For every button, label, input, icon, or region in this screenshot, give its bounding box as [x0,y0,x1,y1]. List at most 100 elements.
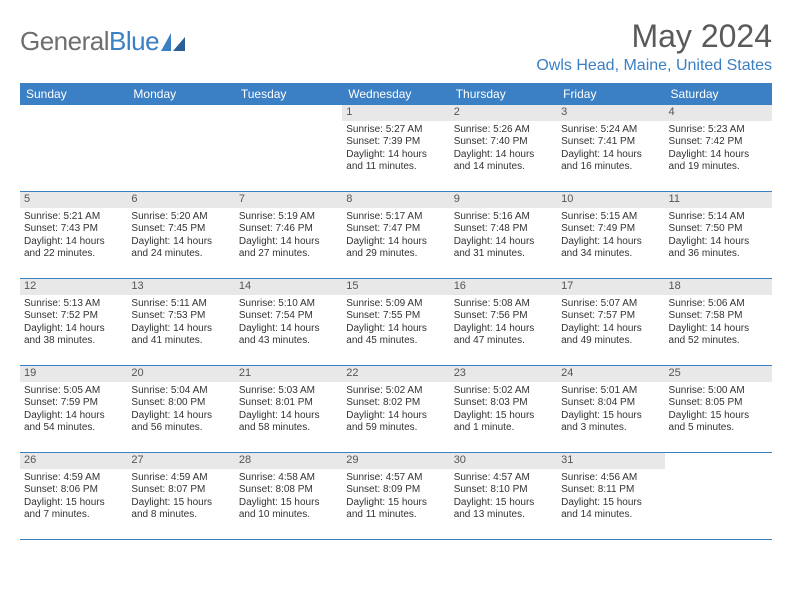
sunset-text: Sunset: 8:07 PM [131,484,230,497]
week-row: 5Sunrise: 5:21 AMSunset: 7:43 PMDaylight… [20,192,772,279]
day-cell [127,105,234,191]
day-number: 19 [20,366,127,382]
day-cell: 29Sunrise: 4:57 AMSunset: 8:09 PMDayligh… [342,453,449,539]
day-number: 8 [342,192,449,208]
day-cell: 27Sunrise: 4:59 AMSunset: 8:07 PMDayligh… [127,453,234,539]
day-cell: 16Sunrise: 5:08 AMSunset: 7:56 PMDayligh… [450,279,557,365]
daylight-text: Daylight: 14 hours and 19 minutes. [669,149,768,174]
day-cell: 21Sunrise: 5:03 AMSunset: 8:01 PMDayligh… [235,366,342,452]
day-number: 11 [665,192,772,208]
sunset-text: Sunset: 8:06 PM [24,484,123,497]
sunset-text: Sunset: 7:47 PM [346,223,445,236]
calendar-grid: Sunday Monday Tuesday Wednesday Thursday… [20,83,772,540]
sunrise-text: Sunrise: 4:59 AM [24,472,123,485]
daylight-text: Daylight: 14 hours and 38 minutes. [24,323,123,348]
day-headers-row: Sunday Monday Tuesday Wednesday Thursday… [20,83,772,105]
sunset-text: Sunset: 8:10 PM [454,484,553,497]
day-header-wednesday: Wednesday [342,83,449,105]
day-number: 12 [20,279,127,295]
sunrise-text: Sunrise: 5:01 AM [561,385,660,398]
daylight-text: Daylight: 14 hours and 22 minutes. [24,236,123,261]
day-cell: 18Sunrise: 5:06 AMSunset: 7:58 PMDayligh… [665,279,772,365]
sunrise-text: Sunrise: 5:02 AM [454,385,553,398]
calendar-page: GeneralBlue May 2024 Owls Head, Maine, U… [0,0,792,558]
daylight-text: Daylight: 15 hours and 14 minutes. [561,497,660,522]
sunset-text: Sunset: 8:00 PM [131,397,230,410]
sunset-text: Sunset: 7:45 PM [131,223,230,236]
sunrise-text: Sunrise: 5:06 AM [669,298,768,311]
day-number: 28 [235,453,342,469]
day-number: 15 [342,279,449,295]
daylight-text: Daylight: 14 hours and 58 minutes. [239,410,338,435]
daylight-text: Daylight: 14 hours and 29 minutes. [346,236,445,261]
day-number: 1 [342,105,449,121]
day-cell: 1Sunrise: 5:27 AMSunset: 7:39 PMDaylight… [342,105,449,191]
day-number: 7 [235,192,342,208]
sunrise-text: Sunrise: 5:24 AM [561,124,660,137]
sunrise-text: Sunrise: 5:09 AM [346,298,445,311]
sunset-text: Sunset: 7:42 PM [669,136,768,149]
sunset-text: Sunset: 8:01 PM [239,397,338,410]
week-row: 1Sunrise: 5:27 AMSunset: 7:39 PMDaylight… [20,105,772,192]
sunrise-text: Sunrise: 5:13 AM [24,298,123,311]
day-number: 29 [342,453,449,469]
daylight-text: Daylight: 14 hours and 11 minutes. [346,149,445,174]
day-cell: 11Sunrise: 5:14 AMSunset: 7:50 PMDayligh… [665,192,772,278]
day-header-thursday: Thursday [450,83,557,105]
sunset-text: Sunset: 8:04 PM [561,397,660,410]
sunrise-text: Sunrise: 5:11 AM [131,298,230,311]
day-cell: 9Sunrise: 5:16 AMSunset: 7:48 PMDaylight… [450,192,557,278]
day-number: 21 [235,366,342,382]
day-number: 17 [557,279,664,295]
sunrise-text: Sunrise: 5:26 AM [454,124,553,137]
sunset-text: Sunset: 8:09 PM [346,484,445,497]
day-number: 30 [450,453,557,469]
day-number: 16 [450,279,557,295]
sunset-text: Sunset: 7:55 PM [346,310,445,323]
sunset-text: Sunset: 7:53 PM [131,310,230,323]
sunrise-text: Sunrise: 4:58 AM [239,472,338,485]
day-header-monday: Monday [127,83,234,105]
day-cell: 22Sunrise: 5:02 AMSunset: 8:02 PMDayligh… [342,366,449,452]
daylight-text: Daylight: 14 hours and 54 minutes. [24,410,123,435]
day-cell: 15Sunrise: 5:09 AMSunset: 7:55 PMDayligh… [342,279,449,365]
sunrise-text: Sunrise: 4:57 AM [454,472,553,485]
daylight-text: Daylight: 14 hours and 56 minutes. [131,410,230,435]
daylight-text: Daylight: 14 hours and 34 minutes. [561,236,660,261]
day-header-friday: Friday [557,83,664,105]
sunrise-text: Sunrise: 5:05 AM [24,385,123,398]
day-number: 25 [665,366,772,382]
day-number [665,453,772,469]
location-text: Owls Head, Maine, United States [536,57,772,75]
day-number: 23 [450,366,557,382]
day-cell: 2Sunrise: 5:26 AMSunset: 7:40 PMDaylight… [450,105,557,191]
sunrise-text: Sunrise: 5:04 AM [131,385,230,398]
day-cell: 10Sunrise: 5:15 AMSunset: 7:49 PMDayligh… [557,192,664,278]
sunrise-text: Sunrise: 5:17 AM [346,211,445,224]
day-cell: 4 Sunrise: 5:23 AMSunset: 7:42 PMDaylight… [665,105,772,191]
sunrise-text: Sunrise: 5:02 AM [346,385,445,398]
daylight-text: Daylight: 14 hours and 41 minutes. [131,323,230,348]
day-number: 4 [665,105,772,121]
day-cell: 19Sunrise: 5:05 AMSunset: 7:59 PMDayligh… [20,366,127,452]
sunrise-text: Sunrise: 4:59 AM [131,472,230,485]
daylight-text: Daylight: 14 hours and 24 minutes. [131,236,230,261]
day-cell: 7Sunrise: 5:19 AMSunset: 7:46 PMDaylight… [235,192,342,278]
day-number: 18 [665,279,772,295]
title-block: May 2024 Owls Head, Maine, United States [536,18,772,75]
sunset-text: Sunset: 7:50 PM [669,223,768,236]
daylight-text: Daylight: 15 hours and 5 minutes. [669,410,768,435]
day-number: 10 [557,192,664,208]
day-number: 6 [127,192,234,208]
sunrise-text: Sunrise: 5:23 AM [669,124,768,137]
day-cell: 26Sunrise: 4:59 AMSunset: 8:06 PMDayligh… [20,453,127,539]
day-number: 31 [557,453,664,469]
day-number: 2 [450,105,557,121]
daylight-text: Daylight: 14 hours and 14 minutes. [454,149,553,174]
day-number: 22 [342,366,449,382]
day-cell: 20Sunrise: 5:04 AMSunset: 8:00 PMDayligh… [127,366,234,452]
daylight-text: Daylight: 14 hours and 27 minutes. [239,236,338,261]
sunrise-text: Sunrise: 5:19 AM [239,211,338,224]
daylight-text: Daylight: 14 hours and 31 minutes. [454,236,553,261]
header-row: GeneralBlue May 2024 Owls Head, Maine, U… [20,18,772,75]
